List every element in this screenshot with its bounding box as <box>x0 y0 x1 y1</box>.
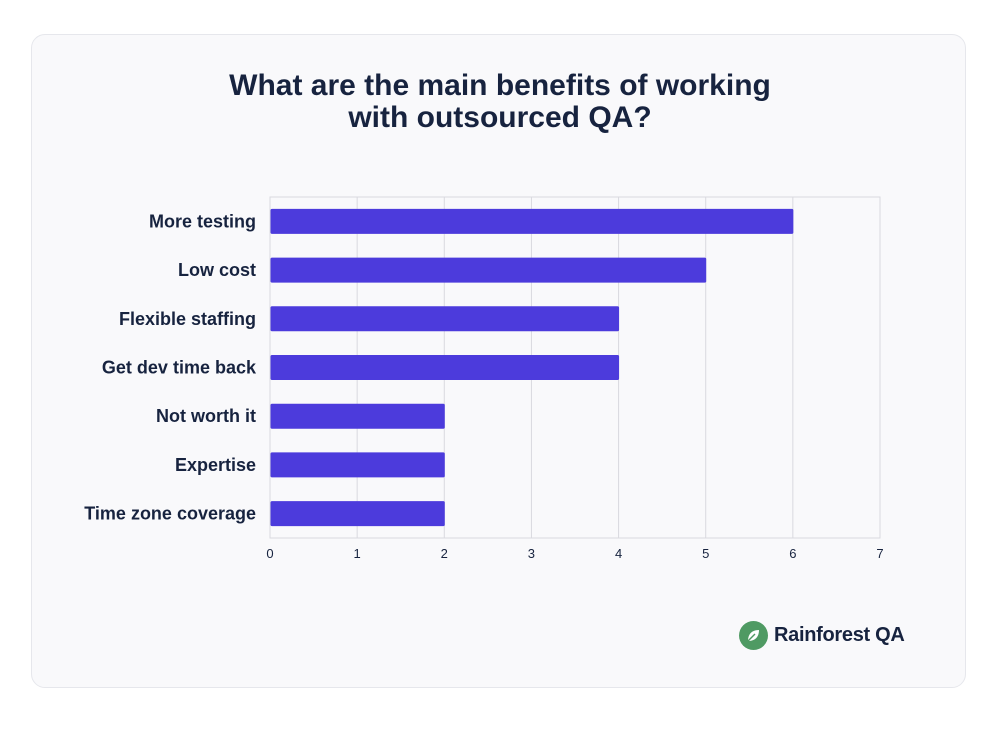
x-tick-label: 1 <box>354 546 361 561</box>
chart-title: What are the main benefits of working wi… <box>0 70 1000 134</box>
bar <box>270 452 445 478</box>
category-label: Time zone coverage <box>84 504 256 524</box>
category-label: Get dev time back <box>102 358 257 378</box>
bar <box>270 306 620 332</box>
brand-logo: Rainforest QA <box>739 620 905 650</box>
category-label: Not worth it <box>156 406 256 426</box>
category-label: More testing <box>149 211 256 231</box>
category-label: Flexible staffing <box>119 309 256 329</box>
x-tick-label: 3 <box>528 546 535 561</box>
x-tick-label: 4 <box>615 546 622 561</box>
category-label: Low cost <box>178 260 256 280</box>
leaf-icon <box>739 620 768 650</box>
x-tick-label: 2 <box>441 546 448 561</box>
bar <box>270 501 445 527</box>
x-tick-label: 5 <box>702 546 709 561</box>
category-label: Expertise <box>175 455 256 475</box>
x-tick-label: 7 <box>876 546 883 561</box>
bar <box>270 208 794 234</box>
bar <box>270 403 445 429</box>
chart-title-line-2: with outsourced QA? <box>348 101 652 134</box>
chart-title-line-1: What are the main benefits of working <box>229 69 771 102</box>
x-tick-label: 0 <box>266 546 273 561</box>
x-tick-label: 6 <box>789 546 796 561</box>
bar <box>270 355 620 380</box>
bar <box>270 257 707 283</box>
brand-name: Rainforest QA <box>774 623 905 646</box>
plot-area <box>269 196 881 539</box>
